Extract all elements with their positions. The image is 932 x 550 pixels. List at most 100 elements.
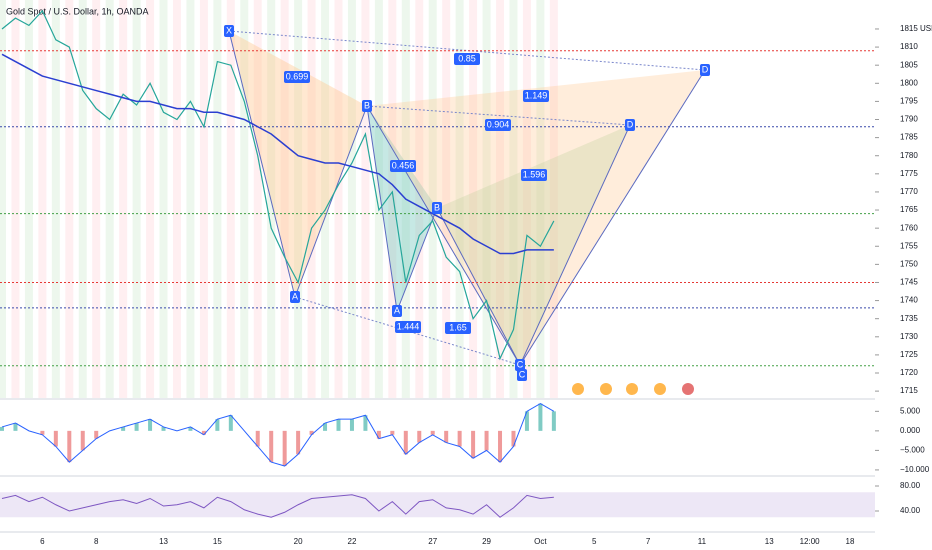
stripe	[442, 0, 451, 398]
x-tick-label: 6	[40, 537, 45, 546]
pattern-point-box	[700, 64, 710, 76]
macd-histogram-bar	[511, 430, 516, 447]
y-tick-label: 1795	[900, 97, 918, 106]
macd-histogram-bar	[269, 430, 274, 463]
stripe	[522, 0, 531, 398]
macd-histogram-bar	[215, 419, 220, 431]
pattern-point-box	[517, 369, 527, 381]
pattern-point-box	[224, 25, 234, 37]
y-tick-label: 1740	[900, 296, 918, 305]
stripe	[24, 0, 33, 398]
pattern-point: A	[394, 305, 400, 315]
macd-histogram-bar	[551, 411, 556, 431]
macd-histogram-bar	[403, 430, 408, 455]
y-tick-label: 1785	[900, 133, 918, 142]
stripe	[51, 0, 60, 398]
chart-title: Gold Spot / U.S. Dollar, 1h, OANDA	[6, 6, 149, 16]
macd-histogram-bar	[309, 430, 314, 435]
stripe	[428, 0, 437, 398]
macd-histogram-bar	[161, 426, 166, 431]
pattern-point: D	[627, 119, 634, 129]
stripe	[469, 0, 478, 398]
macd-histogram-bar	[67, 430, 72, 463]
stripe	[92, 0, 101, 398]
y-tick-label: 1780	[900, 151, 918, 160]
y-tick-label: 1815 USD	[900, 24, 932, 33]
x-tick-label: 27	[428, 537, 437, 546]
event-icons	[572, 383, 694, 395]
macd-histogram-bar	[390, 430, 395, 435]
macd-histogram-bar	[484, 430, 489, 451]
macd-histogram-bar	[121, 426, 126, 431]
macd-histogram-bar	[524, 411, 529, 431]
stripe	[374, 0, 383, 398]
stripe	[105, 0, 114, 398]
x-tick-label: 20	[294, 537, 303, 546]
pattern-point-box	[392, 305, 402, 317]
stripe	[11, 0, 20, 398]
y-tick-label: 1720	[900, 368, 918, 377]
ratio-box	[395, 321, 421, 333]
macd-histogram-bar	[296, 430, 301, 455]
pattern-ratio: 0.456	[392, 160, 415, 170]
y-tick-label: −10.000	[900, 465, 930, 474]
pattern-point: D	[702, 64, 709, 74]
stripe	[482, 0, 491, 398]
rsi-band	[0, 492, 875, 518]
stripe	[334, 0, 343, 398]
x-tick-label: Oct	[534, 537, 547, 546]
ratio-box	[485, 119, 511, 131]
stripe	[78, 0, 87, 398]
macd-histogram-bar	[40, 430, 45, 435]
stripe	[280, 0, 289, 398]
macd-histogram-bar	[471, 430, 476, 459]
ratio-box	[284, 71, 310, 83]
pattern-point: C	[517, 359, 524, 369]
macd-histogram-bar	[376, 430, 381, 439]
y-tick-label: 1775	[900, 169, 918, 178]
x-tick-label: 18	[846, 537, 855, 546]
pattern-point: B	[434, 202, 440, 212]
stripe	[307, 0, 316, 398]
y-tick-label: 1810	[900, 42, 918, 51]
stripe	[38, 0, 47, 398]
y-tick-label: 1770	[900, 187, 918, 196]
stripe	[496, 0, 505, 398]
x-tick-label: 7	[646, 537, 651, 546]
y-tick-label: 0.000	[900, 426, 921, 435]
stripe	[65, 0, 74, 398]
macd-histogram-bar	[417, 430, 422, 443]
macd-histogram-bar	[336, 419, 341, 431]
macd-histogram-bar	[349, 419, 354, 431]
y-tick-label: −5.000	[900, 446, 925, 455]
ratio-box	[454, 53, 480, 65]
stripe	[253, 0, 262, 398]
stripe	[294, 0, 303, 398]
pattern-ratio: 1.65	[449, 322, 467, 332]
y-tick-label: 40.00	[900, 506, 921, 515]
pattern-point: X	[226, 25, 232, 35]
macd-histogram-bar	[188, 426, 193, 431]
macd-histogram-bar	[282, 430, 287, 467]
stripe	[536, 0, 545, 398]
y-tick-label: 1725	[900, 350, 918, 359]
macd-histogram-bar	[444, 430, 449, 443]
y-tick-label: 80.00	[900, 481, 921, 490]
pattern-ratio: 0.904	[487, 119, 510, 129]
price-line	[1, 9, 555, 361]
y-tick-label: 1715	[900, 386, 918, 395]
x-tick-label: 8	[94, 537, 99, 546]
x-tick-label: 22	[348, 537, 357, 546]
pattern-ratio: 1.149	[525, 90, 548, 100]
x-tick-label: 13	[765, 537, 774, 546]
macd-histogram-bar	[228, 415, 233, 431]
stripe	[226, 0, 235, 398]
ratio-box	[523, 90, 549, 102]
ratio-box	[521, 169, 547, 181]
stripe	[172, 0, 181, 398]
macd-histogram-bar	[94, 430, 99, 439]
stripe	[549, 0, 558, 398]
x-tick-label: 5	[592, 537, 597, 546]
stripe	[199, 0, 208, 398]
pattern-ratio: 0.85	[458, 53, 476, 63]
